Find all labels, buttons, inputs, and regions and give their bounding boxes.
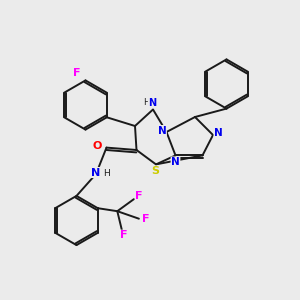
Text: F: F	[73, 68, 80, 78]
Text: H: H	[143, 98, 150, 107]
Text: S: S	[152, 166, 160, 176]
Text: N: N	[158, 125, 166, 136]
Text: N: N	[171, 157, 180, 167]
Text: F: F	[120, 230, 127, 240]
Text: H: H	[103, 169, 110, 178]
Text: F: F	[142, 214, 149, 224]
Text: O: O	[92, 141, 102, 151]
Text: N: N	[214, 128, 223, 139]
Text: F: F	[136, 190, 143, 201]
Text: N: N	[148, 98, 157, 108]
Text: N: N	[91, 167, 100, 178]
